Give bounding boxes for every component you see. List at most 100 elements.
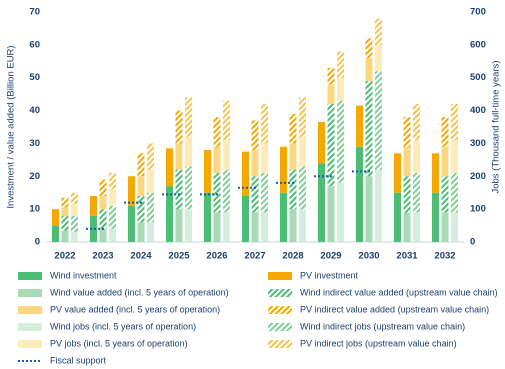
bar-segment: [71, 192, 78, 205]
bar-segment: [128, 176, 135, 206]
bar-segment: [147, 222, 154, 242]
bar-segment: [413, 140, 420, 173]
bar-segment: [403, 176, 411, 213]
legend-label: PV indirect jobs (upstream value chain): [300, 338, 457, 348]
bar-segment: [251, 120, 259, 150]
bar-segment: [375, 18, 382, 45]
x-tick-label: 2032: [434, 251, 455, 262]
bar-segment: [90, 196, 97, 216]
bar-segment: [71, 232, 78, 242]
bar-segment: [289, 209, 297, 242]
bar-segment: [337, 182, 344, 242]
bar-segment: [394, 153, 401, 193]
legend-swatch: [18, 306, 42, 314]
bar-segment: [299, 136, 306, 167]
bar-segment: [365, 58, 373, 81]
y-tick-label: 40: [29, 105, 40, 116]
bar-segment: [261, 212, 268, 242]
bar-segment: [413, 212, 420, 242]
x-tick-label: 2027: [244, 251, 265, 262]
bar-segment: [327, 104, 335, 187]
bar-segment: [299, 209, 306, 242]
bar-segment: [403, 146, 411, 177]
x-tick-label: 2024: [130, 251, 152, 262]
x-tick-label: 2026: [206, 251, 227, 262]
bar-segment: [365, 176, 373, 242]
bar-segment: [327, 186, 335, 242]
legend-swatch: [268, 340, 292, 348]
bar-segment: [289, 143, 297, 170]
bar-segment: [375, 71, 382, 170]
bar-segment: [109, 205, 116, 229]
bar-segment: [289, 113, 297, 144]
bar-segment: [337, 77, 344, 101]
y2-tick-label: 200: [470, 171, 486, 182]
bar-segment: [147, 143, 154, 170]
bar-segment: [137, 222, 145, 242]
legend-label: Wind value added (incl. 5 years of opera…: [50, 287, 229, 297]
x-tick-label: 2028: [282, 251, 303, 262]
legend-label: Fiscal support: [50, 355, 107, 365]
bar-segment: [451, 140, 458, 173]
bar-segment: [261, 104, 268, 144]
y2-tick-label: 500: [470, 72, 486, 83]
y-tick-label: 20: [29, 171, 40, 182]
bar-segment: [365, 81, 373, 177]
y2-axis-title: Jobs (Thousand full-time years): [491, 60, 502, 193]
y-tick-label: 70: [29, 7, 40, 18]
legend-label: Wind indirect value added (upstream valu…: [300, 287, 498, 297]
bar-segment: [99, 209, 107, 229]
bar-segment: [128, 205, 135, 242]
y2-tick-label: 400: [470, 105, 486, 116]
bar-segment: [327, 84, 335, 104]
bar-segment: [375, 44, 382, 72]
bar-segment: [109, 228, 116, 242]
bar-segment: [223, 140, 230, 170]
bar-segment: [375, 169, 382, 242]
bar-segment: [204, 192, 211, 242]
bar-segment: [99, 179, 107, 196]
y-axis-title: Investment / value added (Billion EUR): [6, 45, 17, 208]
bar-segment: [441, 146, 449, 177]
bar-segment: [52, 209, 59, 226]
bar-segment: [52, 225, 59, 242]
legend-swatch: [268, 289, 292, 297]
bar-segment: [213, 146, 221, 173]
bar-segment: [137, 153, 145, 177]
bar-segment: [289, 169, 297, 210]
bar-segment: [394, 192, 401, 242]
bar-segment: [137, 196, 145, 223]
x-tick-label: 2022: [54, 251, 75, 262]
bar-segment: [356, 105, 363, 147]
bar-segment: [251, 212, 259, 242]
y2-tick-label: 600: [470, 39, 486, 50]
bar-segment: [61, 197, 69, 208]
bar-segment: [413, 104, 420, 141]
legend-swatch: [18, 323, 42, 331]
legend-swatch: [18, 289, 42, 297]
bar-segment: [185, 136, 192, 167]
bar-segment: [299, 166, 306, 210]
bar-segment: [318, 122, 325, 164]
legend-label: Wind jobs (incl. 5 years of operation): [50, 321, 196, 331]
y2-tick-label: 100: [470, 204, 486, 215]
bar-segment: [61, 215, 69, 231]
bar-segment: [61, 230, 69, 242]
bar-segment: [280, 146, 287, 193]
bar-segment: [175, 143, 183, 170]
bar-segment: [337, 51, 344, 78]
bar-segment: [403, 117, 411, 147]
bar-segment: [185, 166, 192, 210]
bar-segment: [451, 212, 458, 242]
bar-segment: [213, 212, 221, 242]
bar-segment: [441, 176, 449, 213]
bar-segment: [261, 143, 268, 173]
legend-label: Wind indirect jobs (upstream value chain…: [300, 321, 465, 331]
bar-segment: [451, 104, 458, 141]
bar-segment: [185, 209, 192, 242]
bar-segment: [166, 148, 173, 187]
legend-label: PV investment: [300, 270, 359, 280]
bar-segment: [251, 176, 259, 213]
bar-segment: [204, 150, 211, 193]
